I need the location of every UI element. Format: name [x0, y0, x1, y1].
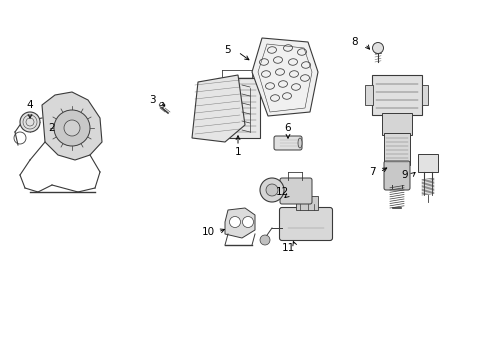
- FancyBboxPatch shape: [383, 133, 409, 165]
- FancyBboxPatch shape: [417, 154, 437, 172]
- Ellipse shape: [297, 138, 302, 148]
- Text: 12: 12: [275, 187, 288, 197]
- FancyBboxPatch shape: [383, 161, 409, 190]
- Circle shape: [265, 184, 278, 196]
- FancyBboxPatch shape: [279, 207, 332, 240]
- Text: 11: 11: [281, 243, 294, 253]
- FancyBboxPatch shape: [273, 136, 302, 150]
- Polygon shape: [224, 208, 254, 238]
- Circle shape: [20, 112, 40, 132]
- Text: 10: 10: [201, 227, 214, 237]
- FancyBboxPatch shape: [295, 196, 317, 210]
- FancyBboxPatch shape: [371, 75, 421, 115]
- FancyBboxPatch shape: [218, 78, 260, 138]
- Text: 8: 8: [351, 37, 358, 47]
- Text: 9: 9: [401, 170, 407, 180]
- Polygon shape: [251, 38, 317, 116]
- Text: 1: 1: [234, 147, 241, 157]
- Circle shape: [372, 42, 383, 54]
- FancyBboxPatch shape: [280, 178, 311, 204]
- Polygon shape: [192, 75, 244, 142]
- FancyBboxPatch shape: [381, 113, 411, 135]
- Circle shape: [260, 235, 269, 245]
- Text: 3: 3: [148, 95, 155, 105]
- Polygon shape: [42, 92, 102, 160]
- Text: 7: 7: [368, 167, 375, 177]
- Circle shape: [54, 110, 90, 146]
- Circle shape: [64, 120, 80, 136]
- FancyBboxPatch shape: [421, 85, 427, 105]
- FancyBboxPatch shape: [364, 85, 372, 105]
- Circle shape: [260, 178, 284, 202]
- Text: 2: 2: [49, 123, 55, 133]
- Text: 6: 6: [284, 123, 291, 133]
- Circle shape: [242, 216, 253, 228]
- Text: 5: 5: [224, 45, 231, 55]
- Text: 4: 4: [27, 100, 33, 110]
- Circle shape: [229, 216, 240, 228]
